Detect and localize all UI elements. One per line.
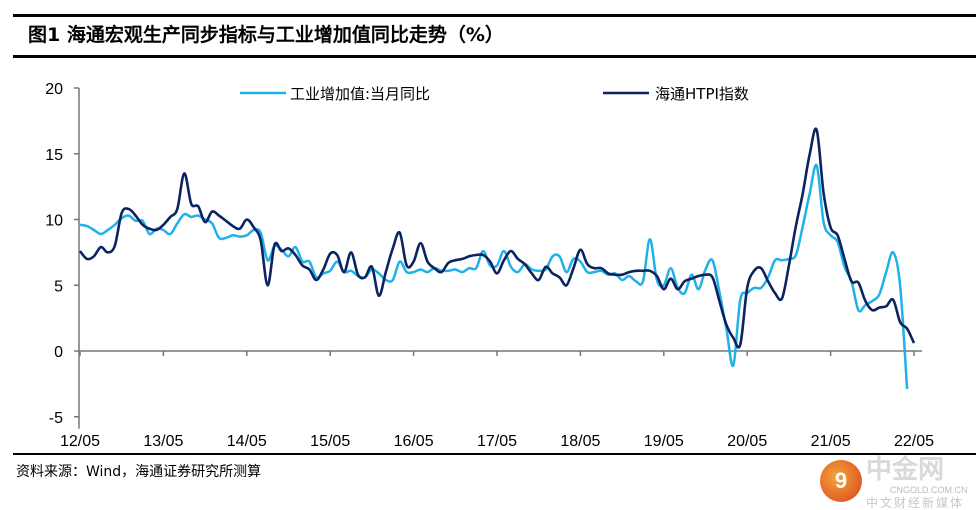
y-tick-label: -5 (49, 410, 63, 427)
series-line-iva (79, 163, 909, 390)
title-bottom-rule (13, 55, 976, 58)
x-tick-label: 15/05 (310, 433, 350, 450)
x-tick-label: 16/05 (394, 433, 434, 450)
watermark-brand: 中金网 (866, 455, 945, 485)
series-line-htpi (78, 127, 916, 349)
x-tick-label: 20/05 (727, 433, 767, 450)
source-note: 资料来源：Wind，海通证券研究所测算 (16, 464, 262, 480)
watermark-tagline: 中文财经新媒体 (866, 496, 965, 510)
title-top-rule (13, 14, 976, 17)
x-tick-label: 17/05 (477, 433, 517, 450)
x-tick-label: 13/05 (143, 433, 183, 450)
chart-title: 图1 海通宏观生产同步指标与工业增加值同比走势（%） (28, 24, 504, 46)
source-rule (13, 453, 976, 455)
watermark-url: CNGOLD.COM.CN (890, 485, 968, 495)
legend-label-htpi: 海通HTPI指数 (655, 85, 749, 103)
x-tick-label: 18/05 (560, 433, 600, 450)
x-tick-label: 22/05 (894, 433, 934, 450)
legend-label-iva: 工业增加值:当月同比 (290, 85, 430, 103)
y-tick-label: 5 (54, 278, 63, 295)
x-tick-label: 21/05 (811, 433, 851, 450)
watermark-logo-icon: 9 (820, 460, 862, 502)
y-tick-label: 15 (45, 147, 63, 164)
y-tick-label: 10 (45, 213, 63, 230)
x-tick-label: 14/05 (227, 433, 267, 450)
y-tick-label: 0 (54, 344, 63, 361)
watermark: 9 中金网 CNGOLD.COM.CN 中文财经新媒体 (820, 456, 970, 510)
x-tick-label: 19/05 (644, 433, 684, 450)
y-tick-label: 20 (45, 81, 63, 98)
x-tick-label: 12/05 (60, 433, 100, 450)
